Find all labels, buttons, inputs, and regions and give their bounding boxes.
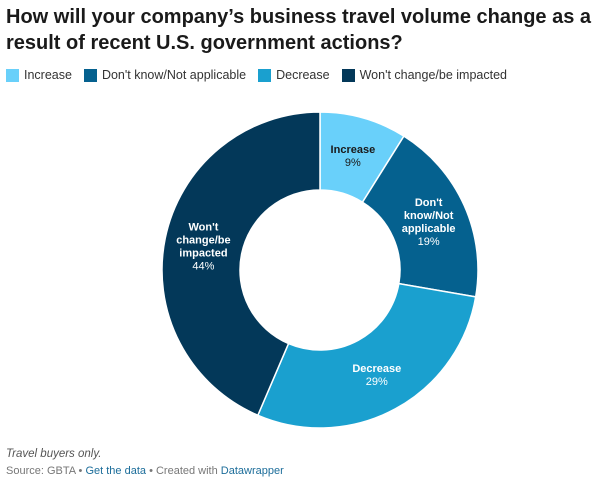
datawrapper-link[interactable]: Datawrapper (220, 465, 284, 477)
legend-swatch-decrease (258, 68, 272, 82)
slice-label-increase: Increase 9% (331, 144, 376, 169)
slice-label-decrease: Decrease 29% (352, 363, 401, 388)
slice-label-name: Won't (188, 222, 218, 234)
slice-label-value: 9% (345, 157, 361, 169)
legend-swatch-dont-know (83, 68, 97, 82)
slice-label-value: 44% (192, 261, 214, 273)
slice-label-name: know/Not (404, 210, 454, 222)
slice-label-name: Increase (331, 144, 376, 156)
slice-label-name: Decrease (352, 363, 401, 375)
donut-slice-decrease (256, 282, 477, 429)
slice-label-name: change/be (176, 235, 230, 247)
slice-label-value: 29% (366, 376, 388, 388)
donut-slice-won-t-change-be-impacted (161, 111, 321, 417)
source-text: Source: GBTA • (6, 465, 86, 477)
donut-slice-don-t-know-not-applicable (361, 135, 479, 298)
slice-label-don-t-know-not-applicable: Don't know/Not applicable 19% (402, 197, 456, 248)
chart-title: How will your company’s business travel … (6, 6, 592, 54)
get-the-data-link[interactable]: Get the data (85, 465, 147, 477)
legend-item-decrease: Decrease (258, 68, 330, 82)
slice-label-name: Don't (415, 197, 443, 209)
legend-swatch-increase (6, 68, 19, 82)
legend-item-dont-know: Don't know/Not applicable (83, 68, 247, 82)
legend-label-decrease: Decrease (276, 68, 330, 82)
chart-legend: Increase Don't know/Not applicable Decre… (6, 66, 519, 84)
slice-label-name: impacted (179, 248, 227, 260)
slice-label-won-t-change-be-impacted: Won't change/be impacted 44% (176, 222, 230, 273)
slice-label-name: applicable (402, 223, 456, 235)
legend-label-increase: Increase (24, 68, 72, 82)
legend-label-wont-change: Won't change/be impacted (359, 68, 507, 82)
legend-label-dont-know: Don't know/Not applicable (101, 68, 247, 82)
legend-item-wont-change: Won't change/be impacted (341, 68, 507, 82)
slice-label-value: 19% (418, 236, 440, 248)
footer-source: Source: GBTA • Get the data • Created wi… (6, 465, 284, 477)
created-with-text: • Created with (146, 465, 221, 477)
donut-chart: Increase 9% Don't know/Not applicable 19% Decr… (161, 111, 479, 429)
legend-item-increase: Increase (6, 68, 72, 82)
legend-swatch-wont-change (341, 68, 355, 82)
footer-note: Travel buyers only. (6, 448, 102, 460)
